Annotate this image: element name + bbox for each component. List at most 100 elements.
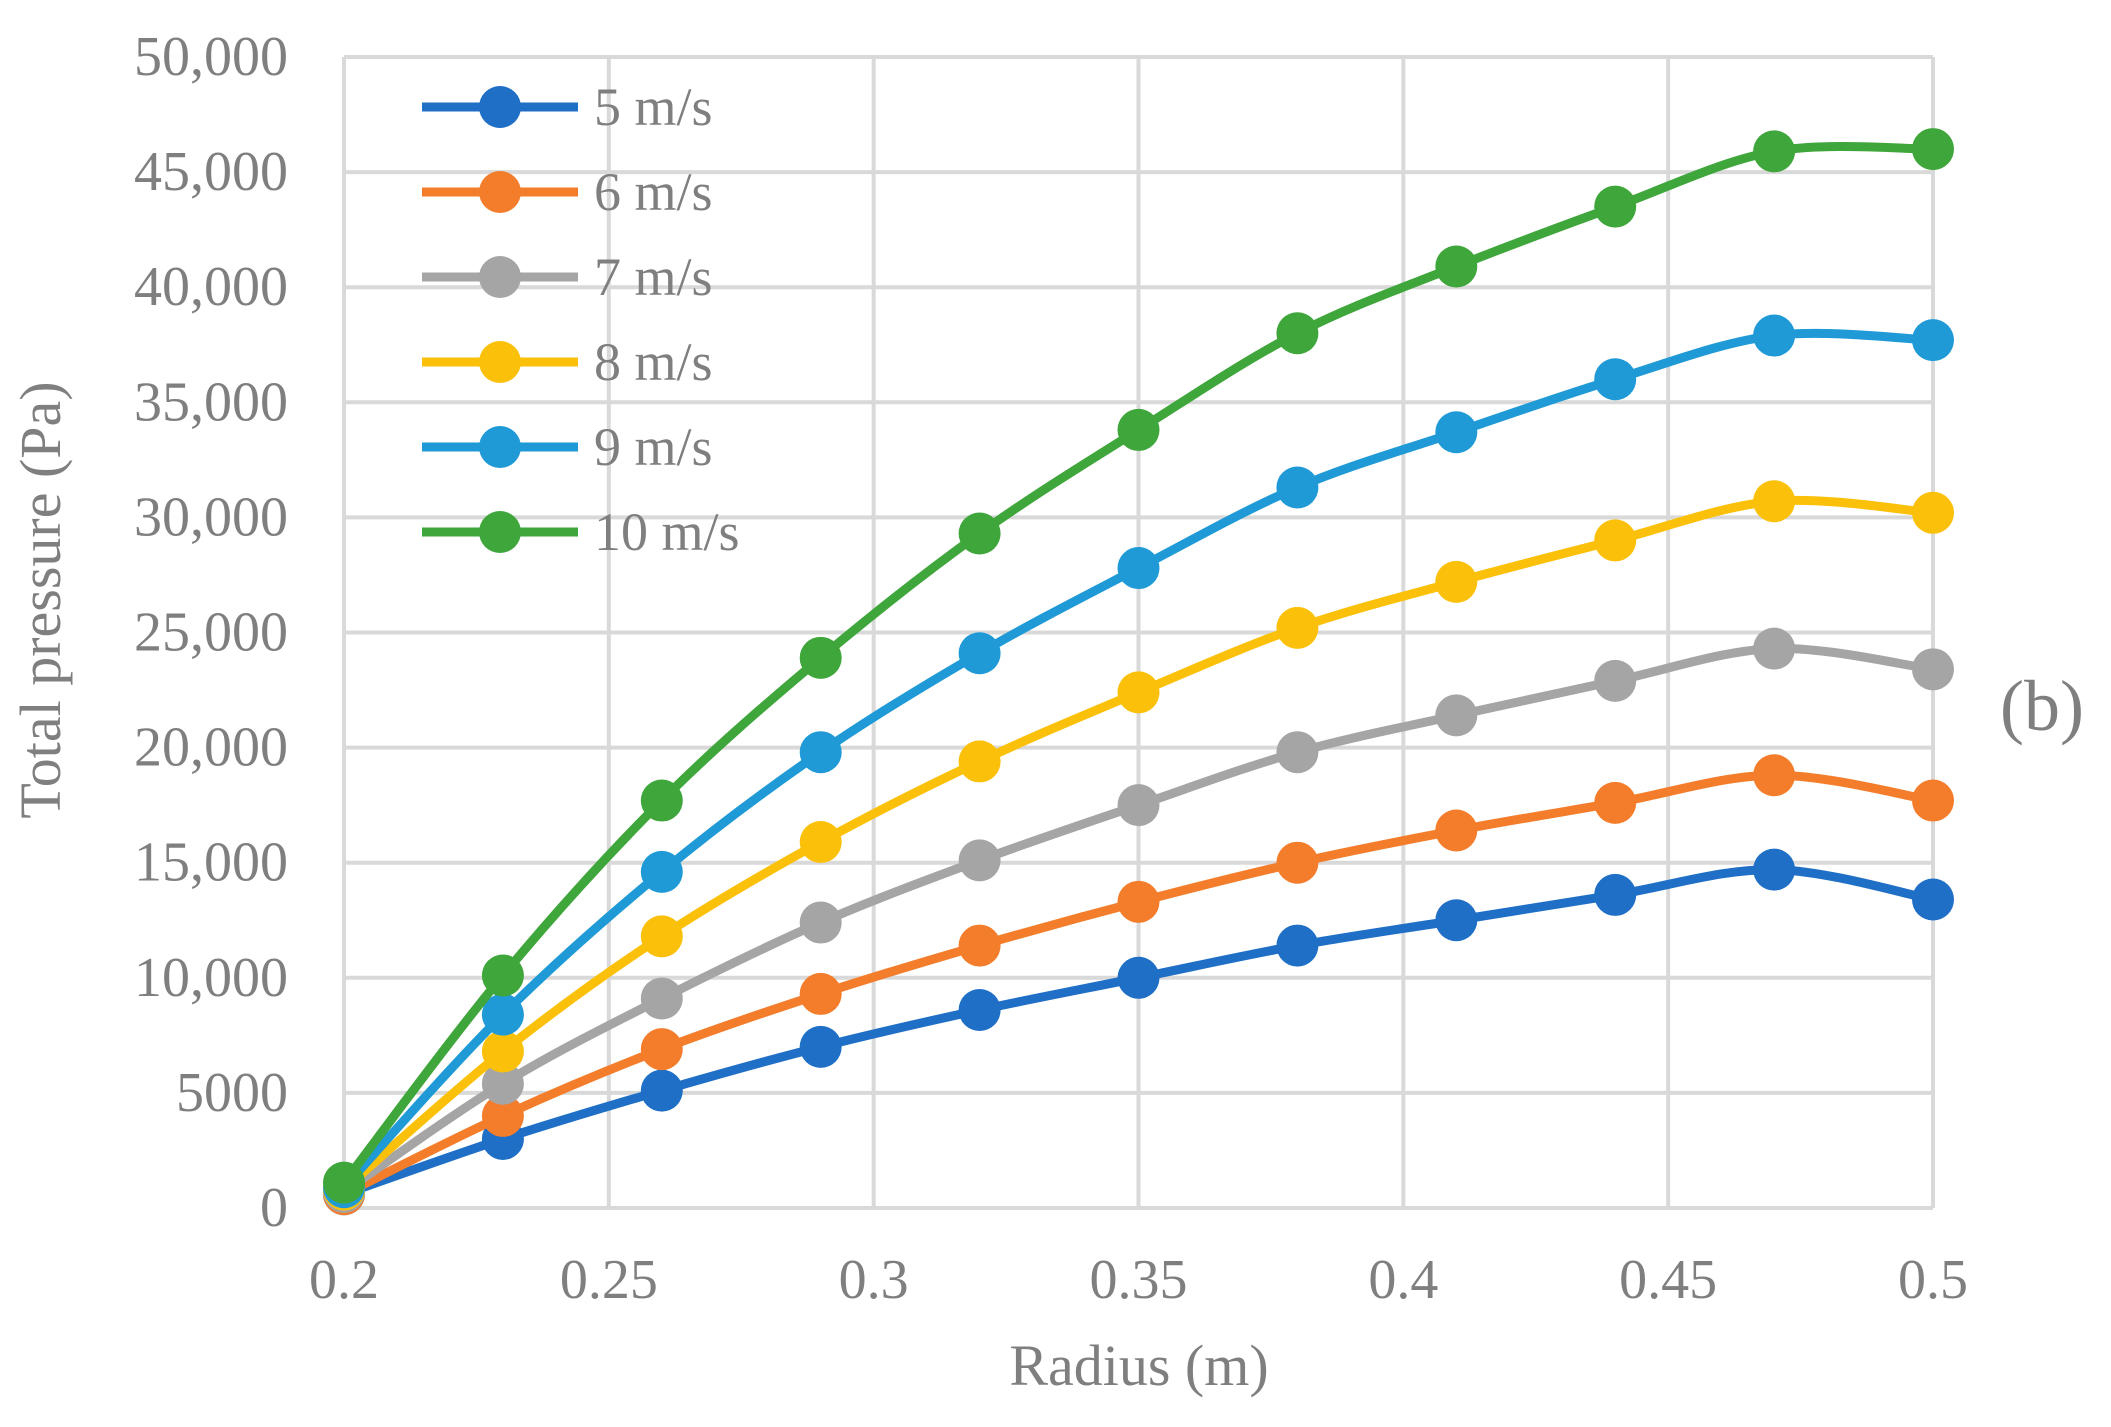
- data-point: [1117, 547, 1160, 590]
- series-5-m-s: [323, 848, 1954, 1216]
- legend-marker: [479, 171, 521, 213]
- data-point: [1276, 606, 1319, 649]
- legend-marker: [479, 256, 521, 298]
- series-line: [339, 328, 1938, 1192]
- series-line: [339, 495, 1938, 1195]
- data-point: [1912, 319, 1954, 362]
- data-point: [481, 1062, 524, 1105]
- data-point: [799, 972, 842, 1015]
- x-tick-label: 0.45: [1619, 1249, 1717, 1311]
- data-point: [958, 839, 1001, 882]
- y-tick-label: 35,000: [134, 371, 288, 433]
- data-point: [1435, 694, 1478, 737]
- legend-marker: [479, 511, 521, 553]
- data-point: [1435, 560, 1478, 603]
- legend-item: 10 m/s: [422, 502, 740, 562]
- y-tick-label: 10,000: [134, 947, 288, 1009]
- data-point: [1117, 671, 1160, 714]
- data-point: [1594, 659, 1637, 702]
- legend-label: 7 m/s: [594, 247, 713, 307]
- data-point: [958, 512, 1001, 555]
- series-line: [339, 142, 1938, 1188]
- data-point: [799, 901, 842, 944]
- x-tick-label: 0.35: [1090, 1249, 1188, 1311]
- series-10-m-s: [323, 128, 1954, 1204]
- grid: [342, 55, 1935, 1210]
- legend-item: 9 m/s: [422, 417, 713, 477]
- data-point: [481, 954, 524, 997]
- legend-label: 5 m/s: [594, 77, 713, 137]
- legend-label: 9 m/s: [594, 417, 713, 477]
- x-tick-label: 0.3: [839, 1249, 909, 1311]
- data-point: [640, 977, 683, 1020]
- legend-item: 8 m/s: [422, 332, 713, 392]
- y-axis-ticks: 0 5000 10,000 15,000 20,000 25,000 30,000 35,00…: [134, 26, 288, 1239]
- data-point: [958, 740, 1001, 783]
- data-point: [1117, 956, 1160, 999]
- y-tick-label: 30,000: [134, 486, 288, 548]
- legend-label: 8 m/s: [594, 332, 713, 392]
- data-point: [958, 989, 1001, 1032]
- panel-label: (b): [2000, 666, 2084, 746]
- x-tick-label: 0.25: [560, 1249, 658, 1311]
- data-point: [1753, 314, 1796, 357]
- y-tick-label: 40,000: [134, 256, 288, 318]
- legend-item: 7 m/s: [422, 247, 713, 307]
- data-point: [1276, 466, 1319, 509]
- y-tick-label: 5000: [176, 1062, 288, 1124]
- x-axis-title: Radius (m): [1009, 1333, 1268, 1398]
- legend-marker: [479, 86, 521, 128]
- data-point: [799, 1025, 842, 1068]
- data-point: [1435, 899, 1478, 942]
- data-point: [958, 924, 1001, 967]
- legend-marker: [479, 426, 521, 468]
- data-point: [1753, 848, 1796, 891]
- x-tick-label: 0.2: [309, 1249, 379, 1311]
- data-point: [1912, 779, 1954, 822]
- data-point: [1276, 312, 1319, 355]
- data-point: [1912, 878, 1954, 921]
- data-point: [1594, 873, 1637, 916]
- series-7-m-s: [323, 627, 1954, 1213]
- x-tick-label: 0.4: [1368, 1249, 1438, 1311]
- data-point: [1594, 358, 1637, 401]
- legend-item: 5 m/s: [422, 77, 713, 137]
- y-axis-title: Total pressure (Pa): [8, 381, 73, 818]
- data-point: [1753, 627, 1796, 670]
- legend: 5 m/s 6 m/s 7 m/s 8 m/s 9 m/s 10 m/s: [422, 77, 740, 562]
- data-point: [1594, 781, 1637, 824]
- data-point: [640, 850, 683, 893]
- data-point: [799, 731, 842, 774]
- y-tick-label: 20,000: [134, 717, 288, 779]
- data-point: [481, 1094, 524, 1137]
- data-point: [799, 636, 842, 679]
- data-point: [1117, 880, 1160, 923]
- legend-label: 6 m/s: [594, 162, 713, 222]
- data-point: [323, 1161, 365, 1204]
- data-point: [1753, 754, 1796, 797]
- data-point: [1435, 809, 1478, 852]
- data-point: [958, 632, 1001, 675]
- y-tick-label: 0: [260, 1177, 288, 1239]
- data-point: [1276, 924, 1319, 967]
- data-point: [640, 1028, 683, 1071]
- data-point: [1753, 480, 1796, 523]
- y-tick-label: 15,000: [134, 832, 288, 894]
- data-point: [1276, 841, 1319, 884]
- data-point: [1117, 784, 1160, 827]
- data-point: [1912, 128, 1954, 171]
- y-tick-label: 50,000: [134, 26, 288, 88]
- data-point: [1912, 491, 1954, 534]
- series-9-m-s: [323, 314, 1954, 1209]
- x-tick-label: 0.5: [1898, 1249, 1968, 1311]
- legend-label: 10 m/s: [594, 502, 740, 562]
- legend-marker: [479, 341, 521, 383]
- data-point: [1594, 519, 1637, 562]
- data-point: [1435, 245, 1478, 288]
- data-point: [1753, 130, 1796, 173]
- data-point: [1912, 648, 1954, 691]
- y-tick-label: 45,000: [134, 141, 288, 203]
- data-point: [640, 779, 683, 822]
- data-point: [640, 1069, 683, 1112]
